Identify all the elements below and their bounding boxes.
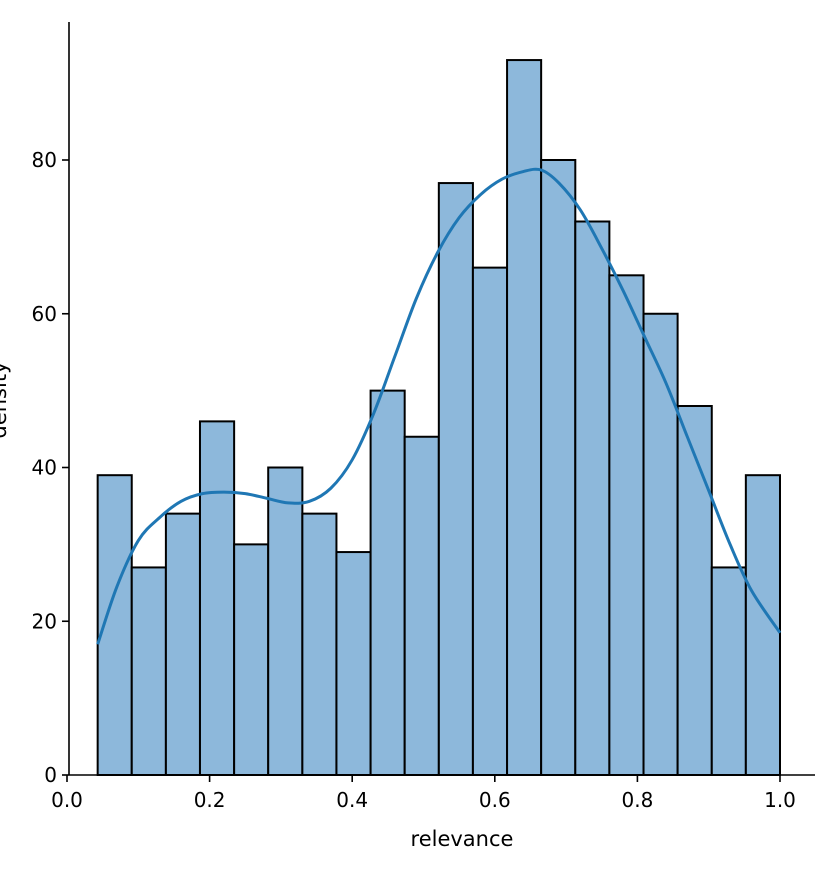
histogram-bar bbox=[642, 312, 679, 776]
histogram-bar bbox=[198, 420, 236, 776]
x-tick-label: 1.0 bbox=[764, 788, 796, 812]
histogram-bar bbox=[301, 512, 338, 776]
histogram-bar bbox=[437, 182, 474, 776]
y-tick-label: 20 bbox=[32, 609, 57, 633]
y-axis-label: density bbox=[0, 362, 11, 439]
x-tick-label: 0.8 bbox=[621, 788, 653, 812]
histogram-bar bbox=[335, 551, 372, 776]
histogram-bar bbox=[130, 566, 167, 776]
histogram-bar bbox=[164, 512, 201, 776]
x-tick-label: 0.0 bbox=[51, 788, 83, 812]
histogram-bar bbox=[403, 435, 440, 776]
histogram-bar bbox=[540, 159, 577, 776]
y-axis-ticks: 0 20 40 60 80 bbox=[32, 148, 69, 787]
y-tick-label: 40 bbox=[32, 456, 57, 480]
x-axis-label: relevance bbox=[411, 827, 514, 851]
x-tick-label: 0.2 bbox=[194, 788, 226, 812]
histogram-bar bbox=[471, 266, 509, 776]
histogram-bar bbox=[574, 220, 611, 776]
kde-curve bbox=[96, 167, 782, 645]
histogram-bar bbox=[506, 59, 543, 776]
y-tick-label: 0 bbox=[44, 763, 57, 787]
histogram-bar bbox=[267, 466, 304, 776]
histogram-bar bbox=[233, 543, 270, 776]
y-tick-label: 80 bbox=[32, 148, 57, 172]
histogram-bars bbox=[96, 59, 781, 776]
histogram-bar bbox=[369, 389, 406, 776]
histogram-bar bbox=[710, 566, 747, 776]
y-tick-label: 60 bbox=[32, 302, 57, 326]
histogram-bar bbox=[608, 274, 645, 776]
x-tick-label: 0.6 bbox=[479, 788, 511, 812]
x-tick-label: 0.4 bbox=[336, 788, 368, 812]
histogram-bar bbox=[676, 405, 713, 776]
x-axis-ticks: 0.0 0.2 0.4 0.6 0.8 1.0 bbox=[51, 775, 796, 812]
